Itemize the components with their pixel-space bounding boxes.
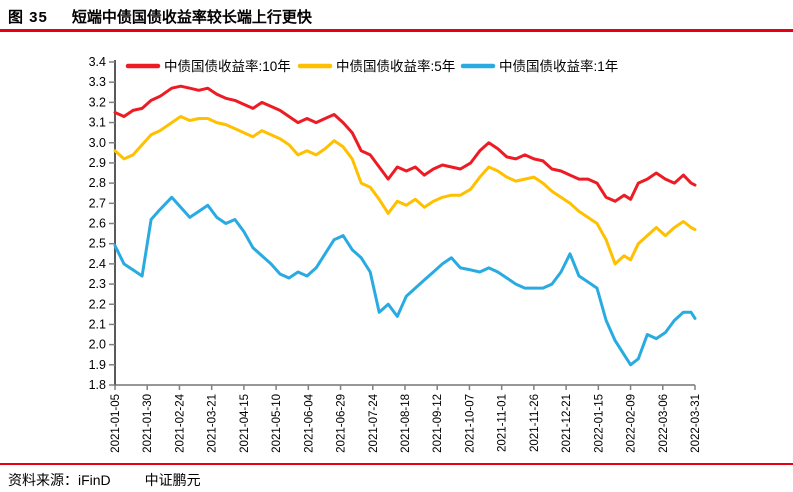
title-divider [0, 29, 793, 32]
x-tick-label: 2022-02-09 [626, 394, 638, 453]
y-tick-label: 2.4 [89, 257, 106, 271]
legend-label-2: 中债国债收益率:1年 [499, 58, 618, 74]
figure-header: 图 35 短端中债国债收益率较长端上行更快 [8, 6, 312, 27]
x-tick-label: 2021-12-21 [561, 394, 573, 453]
x-tick-label: 2021-01-30 [142, 394, 154, 453]
y-tick-label: 2.7 [89, 196, 106, 210]
y-tick-label: 2.9 [89, 156, 106, 170]
legend-item-2: 中债国债收益率:1年 [460, 58, 618, 74]
x-tick-label: 2022-03-31 [690, 394, 702, 453]
y-tick-label: 3.4 [89, 55, 106, 69]
y-tick-label: 3.2 [89, 95, 106, 109]
y-tick-label: 2.3 [89, 277, 106, 291]
y-tick-label: 3.3 [89, 75, 106, 89]
y-tick-label: 2.6 [89, 217, 106, 231]
y-tick-label: 2.5 [89, 237, 106, 251]
series-line-1 [113, 115, 697, 266]
x-tick-label: 2021-04-15 [239, 394, 251, 453]
y-tick-label: 1.9 [89, 358, 106, 372]
figure-title: 短端中债国债收益率较长端上行更快 [71, 9, 312, 26]
x-tick-label: 2022-01-15 [593, 394, 605, 453]
legend-item-0: 中债国债收益率:10年 [125, 58, 291, 74]
y-tick-label: 1.8 [89, 378, 106, 392]
source-text: 资料来源：iFinD [8, 472, 111, 488]
footer-divider [0, 463, 793, 465]
legend-item-1: 中债国债收益率:5年 [297, 58, 455, 74]
axes [114, 60, 695, 386]
x-tick-label: 2021-03-21 [207, 394, 219, 453]
y-tick-label: 3.1 [89, 116, 106, 130]
series-line-2 [113, 195, 697, 367]
x-tick-label: 2021-09-12 [432, 394, 444, 453]
y-tick-label: 2.8 [89, 176, 106, 190]
legend: 中债国债收益率:10年 中债国债收益率:5年 中债国债收益率:1年 [125, 58, 618, 74]
y-axis: 1.8 1.9 2.0 2.1 2.2 2.3 2.4 2.5 2.6 2.7 2.8 2.9 3.0 3… [89, 55, 115, 392]
x-tick-label: 2021-08-18 [400, 394, 412, 453]
x-tick-label: 2021-02-24 [174, 393, 186, 452]
legend-label-0: 中债国债收益率:10年 [164, 58, 291, 74]
y-tick-label: 2.0 [89, 338, 106, 352]
x-tick-label: 2021-01-05 [110, 394, 122, 453]
series-line-0 [113, 84, 697, 203]
figure-footer: 资料来源：iFinD 中证鹏元 [8, 470, 201, 490]
x-tick-label: 2022-03-06 [658, 394, 670, 453]
legend-label-1: 中债国债收益率:5年 [336, 58, 455, 74]
x-tick-label: 2021-06-29 [336, 394, 348, 453]
figure-number: 图 35 [8, 9, 48, 26]
x-tick-label: 2021-06-04 [303, 393, 315, 452]
x-tick-label: 2021-11-01 [497, 394, 509, 452]
x-tick-label: 2021-05-10 [271, 394, 283, 453]
brand-text: 中证鹏元 [144, 472, 201, 488]
y-tick-label: 3.0 [89, 136, 106, 150]
x-tick-label: 2021-11-26 [529, 394, 541, 452]
x-tick-label: 2021-07-24 [368, 393, 380, 452]
y-tick-label: 2.2 [89, 297, 106, 311]
y-tick-label: 2.1 [89, 317, 106, 331]
yield-line-chart: 1.8 1.9 2.0 2.1 2.2 2.3 2.4 2.5 2.6 2.7 2.8 2.9 3.0 3… [89, 55, 702, 453]
x-tick-label: 2021-10-07 [464, 394, 476, 453]
x-axis: 2021-01-05 2021-01-30 2021-02-24 2021-03-21… [110, 385, 702, 453]
